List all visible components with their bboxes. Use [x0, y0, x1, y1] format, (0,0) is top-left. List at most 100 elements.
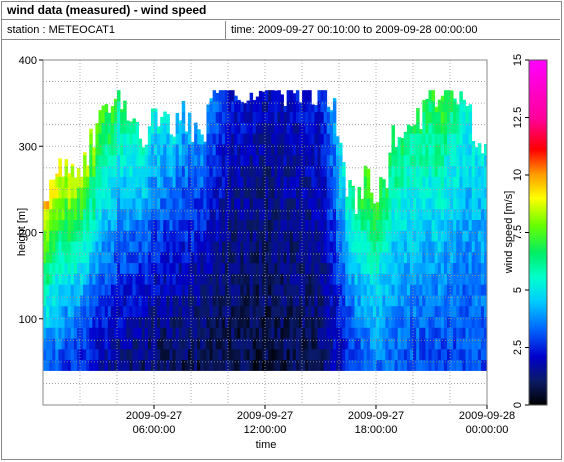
heatmap-cell: [363, 230, 368, 242]
heatmap-cell: [382, 327, 386, 339]
heatmap-cell: [157, 126, 161, 134]
heatmap-cell: [175, 112, 180, 123]
heatmap-cell: [465, 219, 469, 231]
heatmap-cell: [342, 187, 346, 199]
heatmap-cell: [289, 262, 294, 274]
heatmap-cell: [462, 316, 466, 328]
heatmap-cell: [135, 122, 139, 134]
heatmap-cell: [339, 176, 343, 188]
heatmap-cell: [314, 305, 318, 317]
heatmap-cell: [388, 154, 392, 167]
heatmap-cell: [120, 316, 124, 328]
heatmap-cell: [166, 316, 170, 328]
heatmap-cell: [218, 144, 223, 156]
heatmap-cell: [123, 165, 127, 177]
heatmap-cell: [335, 273, 340, 285]
heatmap-cell: [462, 100, 466, 113]
heatmap-cell: [413, 230, 417, 242]
heatmap-cell: [298, 262, 303, 274]
heatmap-cell: [70, 208, 75, 220]
heatmap-cell: [332, 348, 337, 361]
heatmap-cell: [437, 133, 442, 145]
heatmap-cell: [95, 338, 99, 350]
heatmap-cell: [456, 262, 460, 274]
heatmap-cell: [141, 273, 146, 285]
heatmap-cell: [113, 133, 118, 145]
heatmap-cell: [144, 230, 149, 242]
heatmap-cell: [477, 327, 482, 339]
heatmap-cell: [339, 165, 343, 177]
heatmap-cell: [107, 176, 112, 188]
heatmap-cell: [113, 338, 118, 350]
heatmap-cell: [73, 187, 78, 199]
heatmap-cell: [49, 251, 53, 264]
heatmap-cell: [104, 219, 109, 231]
heatmap-cell: [366, 284, 371, 296]
heatmap-cell: [120, 327, 124, 339]
heatmap-cell: [335, 284, 340, 296]
heatmap-cell: [453, 122, 457, 134]
heatmap-cell: [366, 251, 371, 264]
heatmap-cell: [98, 327, 102, 339]
heatmap-cell: [104, 187, 109, 199]
heatmap-cell: [471, 359, 476, 371]
heatmap-cell: [98, 154, 102, 167]
heatmap-cell: [453, 133, 457, 145]
heatmap-cell: [339, 295, 343, 307]
heatmap-cell: [113, 208, 118, 220]
heatmap-cell: [147, 154, 152, 167]
heatmap-cell: [265, 187, 269, 199]
heatmap-cell: [329, 176, 334, 188]
heatmap-cell: [135, 165, 139, 177]
heatmap-cell: [280, 273, 284, 285]
heatmap-cell: [194, 305, 198, 317]
heatmap-cell: [477, 143, 482, 145]
heatmap-cell: [437, 99, 442, 102]
heatmap-cell: [113, 262, 118, 274]
heatmap-cell: [83, 176, 87, 188]
heatmap-cell: [70, 273, 75, 285]
heatmap-cell: [61, 284, 65, 296]
heatmap-cell: [447, 122, 451, 134]
heatmap-cell: [197, 165, 201, 177]
heatmap-cell: [280, 94, 284, 102]
heatmap-cell: [218, 251, 223, 264]
heatmap-cell: [120, 273, 124, 285]
heatmap-cell: [67, 348, 72, 361]
heatmap-cell: [295, 338, 300, 350]
heatmap-cell: [240, 338, 244, 350]
heatmap-cell: [157, 338, 161, 350]
heatmap-cell: [289, 230, 294, 242]
heatmap-cell: [298, 154, 303, 167]
heatmap-cell: [406, 208, 411, 220]
heatmap-cell: [456, 359, 460, 371]
heatmap-cell: [89, 208, 93, 220]
heatmap-cell: [70, 230, 75, 242]
heatmap-cell: [138, 187, 143, 199]
heatmap-cell: [311, 338, 315, 350]
heatmap-cell: [181, 111, 186, 123]
heatmap-cell: [372, 241, 377, 253]
heatmap-cell: [255, 262, 260, 274]
heatmap-cell: [200, 284, 204, 296]
heatmap-cell: [431, 284, 436, 296]
heatmap-cell: [240, 284, 244, 296]
heatmap-cell: [298, 327, 303, 339]
heatmap-cell: [120, 109, 124, 113]
heatmap-cell: [342, 295, 346, 307]
heatmap-cell: [295, 154, 300, 167]
heatmap-cell: [187, 219, 192, 231]
heatmap-cell: [187, 316, 192, 328]
heatmap-cell: [265, 327, 269, 339]
heatmap-cell: [113, 327, 118, 339]
heatmap-cell: [252, 273, 257, 285]
heatmap-cell: [363, 187, 368, 199]
heatmap-cell: [434, 327, 439, 339]
heatmap-cell: [419, 176, 423, 188]
heatmap-cell: [218, 111, 223, 123]
heatmap-cell: [314, 284, 318, 296]
heatmap-cell: [351, 348, 355, 361]
heatmap-cell: [289, 90, 294, 102]
heatmap-cell: [80, 284, 84, 296]
heatmap-cell: [409, 251, 414, 264]
